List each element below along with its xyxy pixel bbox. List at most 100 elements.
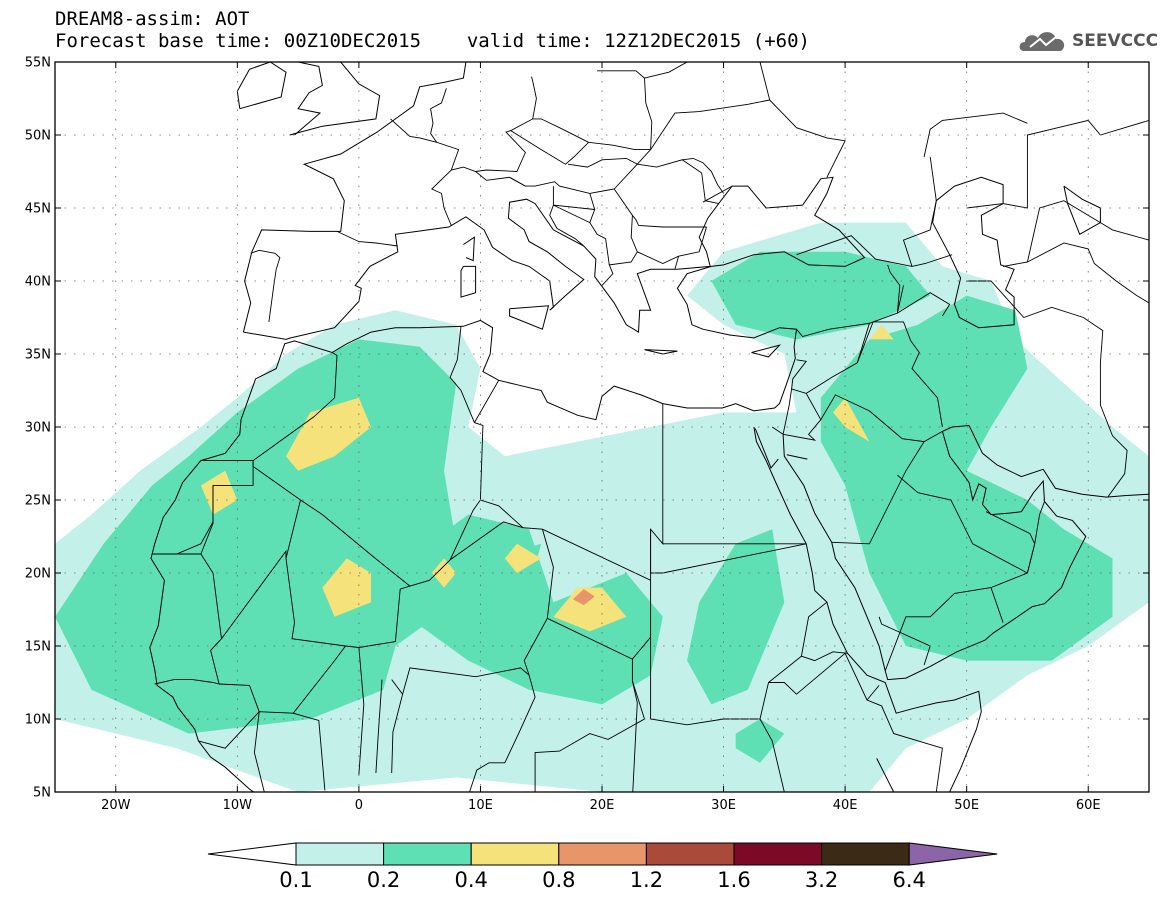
country-border <box>771 322 871 436</box>
country-border <box>702 185 733 203</box>
country-border <box>650 99 846 178</box>
lat-label: 45N <box>25 202 51 217</box>
country-border <box>966 280 1128 498</box>
colorbar-high-arrow <box>908 842 998 866</box>
country-border <box>650 529 807 574</box>
country-border <box>358 647 365 775</box>
country-border <box>198 711 260 749</box>
country-border <box>644 62 688 79</box>
country-border <box>402 667 536 792</box>
country-border <box>791 359 808 390</box>
country-border <box>152 553 222 685</box>
lat-label: 55N <box>25 56 51 71</box>
country-border <box>601 215 638 286</box>
colorbar-label: 0.2 <box>367 868 400 892</box>
country-border <box>637 226 707 264</box>
aot-contour-0.4-0.8 <box>322 558 371 617</box>
colorbar-box <box>821 842 910 866</box>
country-border <box>856 321 943 428</box>
country-border <box>409 521 554 676</box>
axis-ticks: 55N 50N 45N 40N 35N 30N 25N 20N 15N 10N 5N 20W 10W 0 1… <box>25 56 1149 813</box>
country-border <box>682 157 724 194</box>
colorbar-box <box>733 842 823 866</box>
coastline <box>236 62 287 110</box>
colorbar-label: 3.2 <box>805 868 838 892</box>
lat-label: 30N <box>25 421 51 436</box>
colorbar-label: 6.4 <box>892 868 925 892</box>
coastline <box>289 62 381 136</box>
country-border <box>390 118 437 143</box>
coastline <box>751 344 782 358</box>
colorbar: 0.1 0.2 0.4 0.8 1.2 1.6 3.2 6.4 <box>207 842 998 892</box>
country-border <box>252 352 338 461</box>
country-border <box>252 460 411 648</box>
colorbar-box <box>645 842 735 866</box>
aot-contour-0.4-0.8 <box>553 587 627 632</box>
country-border <box>219 683 260 712</box>
aot-field-layer <box>55 222 1149 792</box>
country-border <box>866 685 880 701</box>
country-border <box>430 88 460 171</box>
aot-contour-0.2-0.4 <box>820 295 1113 661</box>
coastline <box>149 176 866 792</box>
country-border <box>253 711 294 792</box>
country-border <box>1027 242 1149 304</box>
country-border <box>897 474 1028 574</box>
country-border <box>636 149 719 205</box>
coastline <box>876 758 895 792</box>
country-border <box>221 549 287 639</box>
country-border <box>250 249 276 254</box>
colorbar-label: 1.2 <box>630 868 663 892</box>
lon-label: 10E <box>468 798 493 813</box>
coastline <box>644 349 678 355</box>
lon-label: 20E <box>590 798 615 813</box>
aot-contour-0.4-0.8 <box>869 324 894 340</box>
coastline <box>786 454 808 460</box>
country-border <box>869 264 901 324</box>
country-border <box>831 441 925 545</box>
country-border <box>897 292 951 317</box>
colorbar-box <box>383 842 472 866</box>
country-border <box>1026 501 1045 574</box>
lat-label: 25N <box>25 494 51 509</box>
country-border <box>474 380 500 423</box>
coastline <box>509 305 550 330</box>
seevccc-logo: SEEVCCC <box>1018 26 1158 56</box>
cloud-icon <box>1019 32 1065 51</box>
country-border <box>480 499 524 529</box>
aot-contour-0.4-0.8 <box>833 397 870 442</box>
colorbar-box <box>470 842 560 866</box>
lon-label: 10W <box>223 798 253 813</box>
country-border <box>674 256 680 270</box>
country-border <box>509 163 638 194</box>
country-border <box>431 130 526 226</box>
lat-label: 10N <box>25 713 51 728</box>
country-border <box>783 393 822 441</box>
aot-contour-0.2-0.4 <box>735 719 785 763</box>
lat-label: 35N <box>25 348 51 363</box>
colorbar-low-arrow <box>207 842 297 866</box>
country-border <box>966 119 1149 209</box>
country-border <box>268 252 281 322</box>
lon-label: 40E <box>833 798 858 813</box>
lon-label: 30E <box>711 798 736 813</box>
map-header: DREAM8-assim: AOT Forecast base time: 00… <box>55 8 810 52</box>
lat-label: 15N <box>25 640 51 655</box>
lat-label: 40N <box>25 275 51 290</box>
coastline <box>242 62 467 333</box>
base-time: Forecast base time: 00Z10DEC2015 <box>55 30 422 52</box>
lon-label: 60E <box>1076 798 1101 813</box>
lat-label: 20N <box>25 567 51 582</box>
country-border <box>375 679 383 774</box>
aot-contour-0.2-0.4 <box>711 251 931 340</box>
coastline <box>294 62 323 136</box>
aot-contour-0.4-0.8 <box>286 397 371 471</box>
lat-label: 5N <box>33 786 51 801</box>
aot-contour-0.4-0.8 <box>200 470 238 515</box>
colorbar-label: 0.4 <box>454 868 487 892</box>
country-border <box>200 485 214 555</box>
valid-time: valid time: 12Z12DEC2015 (+60) <box>466 30 810 52</box>
lon-label: 0 <box>355 798 363 813</box>
aot-contour-0.2-0.4 <box>687 529 785 705</box>
country-border <box>547 617 633 660</box>
